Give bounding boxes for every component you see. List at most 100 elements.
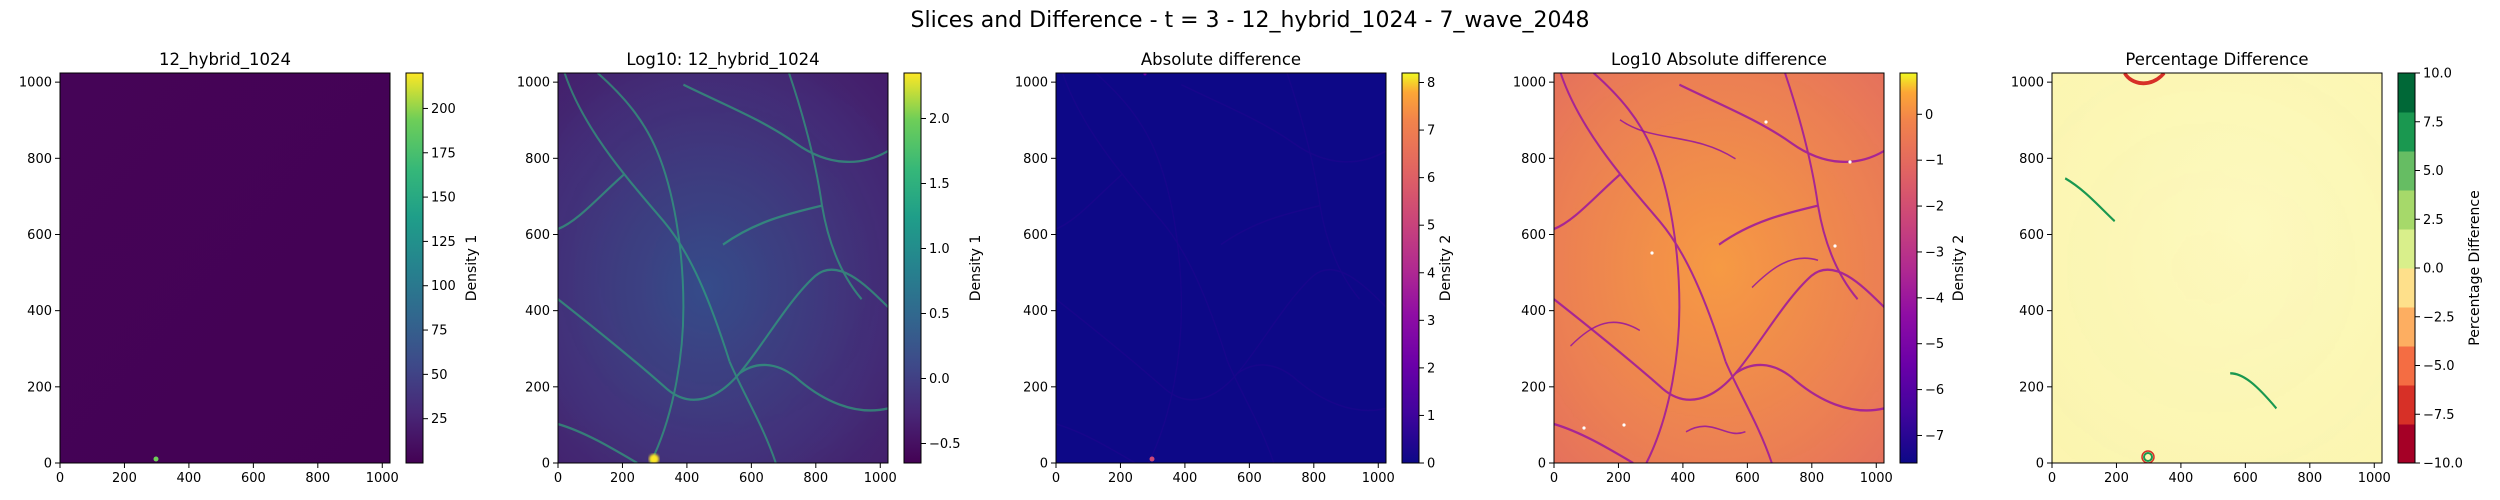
panel-3-x-axis: 0 200 400 600 800 1000 [1052,463,1395,486]
panel-5-colorbar-tick-label: 5.0 [2423,164,2444,179]
panel-5-x-tick-label: 600 [2233,471,2258,486]
panel-3-y-axis: 0 200 400 600 800 1000 [1015,76,1056,472]
panel-5-colorbar-segment [2398,229,2415,269]
panel-1-y-axis: 0 200 400 600 800 1000 [19,76,60,472]
panel-1-colorbar-tick-label: 100 [431,279,456,294]
panel-5-y-tick-label: 200 [2019,380,2044,395]
panel-4-y-axis: 0 200 400 600 800 1000 [1513,76,1554,472]
panel-1-colorbar [405,72,424,464]
panel-2-y-tick-label: 600 [525,228,550,243]
panel-1-x-tick-label: 400 [176,471,201,486]
panel-4-frame [1553,72,1885,464]
panel-2-colorbar-tick-label: 0.5 [929,307,950,322]
panel-3-colorbar-tick-label: 5 [1427,219,1435,234]
panel-5-colorbar-segment [2398,73,2415,113]
panel-2-colorbar [903,72,922,464]
panel-3-y-tick-label: 200 [1023,380,1048,395]
panel-4-colorbar-tick-label: −6 [1925,383,1944,398]
panel-5-colorbar-ticks: −10.0 −7.5 −5.0 −2.5 0.0 2.5 5.0 7.5 10.0 [2415,67,2463,472]
panel-4-x-axis: 0 200 400 600 800 1000 [1550,463,1893,486]
panel-2-colorbar-tick-label: 2.0 [929,112,950,127]
panel-5-colorbar-segment [2398,385,2415,425]
panel-5-colorbar-tick-label: −7.5 [2423,408,2455,423]
panel-1-x-tick-label: 600 [241,471,266,486]
panel-1-y-tick-label: 0 [44,457,52,472]
panel-2-colorbar-label: Density 1 [968,235,984,302]
panel-4-colorbar-tick-label: −2 [1925,200,1944,215]
panel-4-colorbar-tick-label: −5 [1925,337,1944,352]
panel-5-x-tick-label: 400 [2168,471,2193,486]
panel-1-x-tick-label: 1000 [366,471,399,486]
panel-5-colorbar-tick-label: 2.5 [2423,213,2444,228]
panel-1-colorbar-tick-label: 125 [431,235,456,250]
panel-1-y-tick-label: 200 [27,380,52,395]
panel-3: Absolute difference 0 200 400 600 800 1000 0 2… [1015,50,1454,486]
panel-3-colorbar-tick-label: 4 [1427,266,1435,281]
panel-1-colorbar-tick-label: 200 [431,102,456,117]
figure-title: Slices and Difference - t = 3 - 12_hybri… [911,8,1590,33]
panel-2-y-axis: 0 200 400 600 800 1000 [517,76,558,472]
panel-3-colorbar-tick-label: 1 [1427,409,1435,424]
panel-2-colorbar-ticks: −0.5 0.0 0.5 1.0 1.5 2.0 [921,112,961,452]
panel-4-y-tick-label: 800 [1521,152,1546,167]
panel-5-x-tick-label: 200 [2104,471,2129,486]
panel-5-colorbar-segment [2398,307,2415,347]
panel-4: Log10 Absolute difference 0 200 400 600 800 1… [1513,50,1967,486]
panel-5-colorbar-segment [2398,190,2415,230]
panel-5-colorbar-tick-label: 7.5 [2423,115,2444,130]
panel-5-heatmap [2052,73,2382,463]
panel-1-y-tick-label: 400 [27,304,52,319]
panel-2-y-tick-label: 800 [525,152,550,167]
panel-5-y-tick-label: 1000 [2011,76,2044,91]
panel-1-title: 12_hybrid_1024 [159,50,291,70]
panel-4-x-tick-label: 0 [1550,471,1558,486]
panel-3-y-tick-label: 400 [1023,304,1048,319]
panel-5-colorbar-tick-label: −5.0 [2423,359,2455,374]
panel-3-x-tick-label: 400 [1172,471,1197,486]
panel-2: Log10: 12_hybrid_1024 0 200 400 600 800 1000 … [517,50,984,486]
panel-5-colorbar-tick-label: 10.0 [2423,67,2452,82]
panel-1-colorbar-ticks: 25 50 75 100 125 150 175 200 [423,102,456,427]
panel-1-x-tick-label: 200 [112,471,137,486]
panel-5-x-tick-label: 800 [2297,471,2322,486]
panel-2-y-tick-label: 0 [542,457,550,472]
panel-2-y-tick-label: 1000 [517,76,550,91]
panel-1-y-tick-label: 800 [27,152,52,167]
panel-2-colorbar-tick-label: −0.5 [929,437,961,452]
panel-1: 12_hybrid_1024 0 200 400 600 800 1000 0 200 400… [19,50,480,486]
panel-2-y-tick-label: 400 [525,304,550,319]
panel-4-colorbar-ticks: −7 −6 −5 −4 −3 −2 −1 0 [1917,108,1944,444]
panel-4-colorbar-tick-label: −3 [1925,245,1944,260]
panel-4-y-tick-label: 600 [1521,228,1546,243]
panel-4-y-tick-label: 400 [1521,304,1546,319]
panel-4-y-tick-label: 200 [1521,380,1546,395]
panel-2-colorbar-tick-label: 1.0 [929,242,950,257]
panel-5-colorbar-segment [2398,424,2415,464]
panel-1-x-tick-label: 0 [56,471,64,486]
panel-2-x-tick-label: 400 [674,471,699,486]
panel-3-x-tick-label: 600 [1237,471,1262,486]
panel-5-colorbar-tick-label: −10.0 [2423,457,2463,472]
panel-5-colorbar-segment [2398,151,2415,191]
panel-2-heatmap [558,73,888,463]
panel-5-x-axis: 0 200 400 600 800 1000 [2048,463,2391,486]
panel-5-frame [2051,72,2383,464]
panel-3-colorbar [1401,72,1420,464]
panel-1-colorbar-tick-label: 150 [431,191,456,206]
panel-5-colorbar [2397,72,2416,464]
panel-2-y-tick-label: 200 [525,380,550,395]
panel-1-colorbar-tick-label: 50 [431,368,448,383]
panel-5-y-tick-label: 0 [2036,457,2044,472]
panel-4-x-tick-label: 1000 [1860,471,1893,486]
panel-4-colorbar-tick-label: −7 [1925,429,1944,444]
panel-3-y-tick-label: 600 [1023,228,1048,243]
panel-3-colorbar-tick-label: 7 [1427,124,1435,139]
panel-2-colorbar-tick-label: 1.5 [929,177,950,192]
panel-2-title: Log10: 12_hybrid_1024 [626,50,819,70]
panel-1-x-tick-label: 800 [305,471,330,486]
panel-4-y-tick-label: 0 [1538,457,1546,472]
panel-3-colorbar-tick-label: 8 [1427,76,1435,91]
panel-4-colorbar-tick-label: 0 [1925,108,1933,123]
panel-3-y-tick-label: 0 [1040,457,1048,472]
panel-3-frame [1055,72,1387,464]
